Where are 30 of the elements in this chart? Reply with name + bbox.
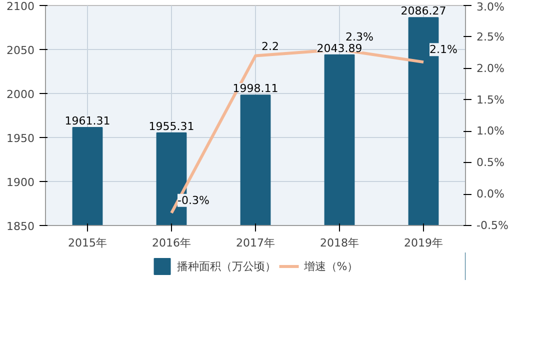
data-label: 1955.31 [148, 120, 194, 133]
x-tick-label: 2016年 [152, 236, 192, 250]
y2-tick-label: 2.5% [476, 30, 504, 44]
data-label: 2086.27 [400, 4, 446, 18]
x-tick-label: 2018年 [320, 236, 360, 250]
y-tick-label: 2050 [6, 44, 35, 57]
y-tick-label: 1850 [6, 220, 35, 233]
x-tick-label: 2017年 [236, 236, 276, 250]
x-tick-label: 2015年 [68, 236, 108, 250]
y-tick-label: 1900 [6, 176, 35, 189]
data-label: 2.1% [430, 43, 458, 56]
data-label: -0.3% [178, 194, 210, 207]
legend-label: 播种面积（万公顷） [176, 258, 276, 274]
y2-tick-label: 2.0% [476, 62, 504, 75]
y2-tick-label: 0.5% [476, 156, 504, 170]
y2-tick-label: -0.5% [476, 219, 508, 232]
data-label: 1998.11 [232, 82, 278, 96]
data-label: 2.2 [262, 40, 279, 53]
data-label: 1961.31 [64, 114, 110, 128]
data-label: 2.3% [346, 30, 374, 44]
y-tick-label: 2000 [6, 88, 35, 101]
y2-tick-label: 1.0% [476, 124, 504, 138]
y2-tick-label: 1.5% [476, 93, 504, 106]
y2-tick-label: 3.0% [476, 0, 504, 14]
y-tick-label: 1950 [6, 132, 35, 145]
y-tick-label: 2100 [6, 0, 35, 13]
y2-tick-label: 0.0% [476, 188, 504, 201]
data-label: 2043.89 [316, 42, 362, 55]
legend-label: 增速（%） [304, 258, 358, 274]
x-tick-label: 2019年 [404, 236, 444, 250]
